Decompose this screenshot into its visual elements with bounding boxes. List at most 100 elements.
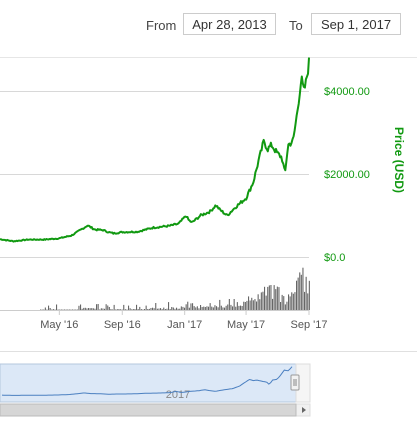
navigator-right-handle[interactable] <box>290 374 300 391</box>
volume-bar <box>288 294 290 310</box>
volume-bar <box>99 309 101 310</box>
volume-bar <box>54 309 56 310</box>
volume-bar <box>212 307 214 310</box>
volume-bar <box>126 309 128 310</box>
volume-bar <box>116 309 118 310</box>
volume-bar <box>257 294 259 310</box>
to-label: To <box>289 18 303 33</box>
navigator[interactable]: 2017 <box>0 363 311 417</box>
y-tick-label: $4000.00 <box>324 86 370 98</box>
volume-bar <box>60 309 62 310</box>
volume-bar <box>280 302 282 310</box>
volume-bar <box>59 309 61 310</box>
volume-bar <box>232 306 234 310</box>
volume-bar <box>265 295 267 310</box>
volume-bar <box>248 296 250 310</box>
navigator-scrollbar-thumb[interactable] <box>0 403 297 417</box>
from-date-input[interactable] <box>183 13 276 35</box>
volume-bar <box>305 276 307 310</box>
volume-bar <box>120 309 122 310</box>
volume-bars <box>40 267 310 310</box>
volume-bar <box>201 307 203 310</box>
volume-bar <box>304 291 306 310</box>
volume-bar <box>249 300 251 310</box>
volume-bar <box>294 292 296 310</box>
volume-bar <box>286 301 288 310</box>
volume-bar <box>272 298 274 310</box>
volume-bar <box>299 272 301 310</box>
volume-bar <box>180 306 182 310</box>
volume-bar <box>128 305 130 310</box>
volume-bar <box>84 307 86 310</box>
scroll-right-arrow-icon[interactable] <box>302 407 306 413</box>
volume-bar <box>244 302 246 310</box>
volume-bar <box>214 305 216 310</box>
volume-bar <box>217 307 219 310</box>
volume-bar <box>123 304 125 310</box>
volume-bar <box>222 307 224 310</box>
volume-bar <box>75 309 77 310</box>
volume-bar <box>65 309 67 310</box>
volume-bar <box>97 304 99 310</box>
volume-bar <box>236 302 238 310</box>
volume-bar <box>195 307 197 310</box>
volume-bar <box>168 302 170 310</box>
volume-bar <box>78 305 80 310</box>
volume-bar <box>108 307 110 310</box>
volume-bar <box>224 307 226 310</box>
volume-bar <box>132 309 134 310</box>
volume-bar <box>137 309 139 310</box>
volume-bar <box>270 285 272 310</box>
volume-bar <box>129 308 131 310</box>
volume-bar <box>139 306 141 310</box>
volume-bar <box>246 300 248 310</box>
volume-bar <box>172 307 174 310</box>
volume-bar <box>161 309 163 310</box>
volume-bar <box>88 308 90 310</box>
volume-bar <box>284 304 286 310</box>
volume-bar <box>67 309 69 310</box>
x-tick-label: May '17 <box>227 319 265 331</box>
volume-bar <box>105 304 107 310</box>
volume-bar <box>40 309 42 310</box>
to-date-input[interactable] <box>311 13 401 35</box>
volume-bar <box>260 292 262 310</box>
volume-bar <box>220 305 222 310</box>
volume-bar <box>268 285 270 310</box>
volume-bar <box>83 307 85 310</box>
volume-bar <box>92 308 94 310</box>
volume-bar <box>264 286 266 310</box>
volume-bar <box>148 308 150 310</box>
volume-bar <box>262 291 264 310</box>
volume-bar <box>240 305 242 310</box>
volume-bar <box>211 306 213 310</box>
volume-bar <box>153 308 155 310</box>
volume-bar <box>185 304 187 310</box>
grid-lines <box>0 57 417 352</box>
volume-bar <box>267 286 269 310</box>
volume-bar <box>238 305 240 310</box>
price-line <box>0 57 310 243</box>
navigator-selected-range[interactable] <box>0 363 297 403</box>
volume-bar <box>124 309 126 310</box>
volume-bar <box>177 308 179 310</box>
volume-bar <box>147 309 149 310</box>
volume-bar <box>163 307 165 310</box>
volume-bar <box>76 309 78 310</box>
volume-bar <box>184 307 186 310</box>
volume-bar <box>145 305 147 310</box>
volume-bar <box>136 304 138 310</box>
volume-bar <box>121 309 123 310</box>
volume-bar <box>176 307 178 310</box>
volume-bar <box>276 286 278 310</box>
navigator-line <box>1 366 293 396</box>
volume-bar <box>225 305 227 310</box>
volume-bar <box>89 308 91 310</box>
y-tick-label: $0.0 <box>324 252 345 264</box>
volume-bar <box>164 309 166 310</box>
volume-bar <box>70 309 72 310</box>
volume-bar <box>193 306 195 310</box>
x-tick-label: Jan '17 <box>167 319 202 331</box>
volume-bar <box>41 309 43 310</box>
volume-bar <box>254 299 256 310</box>
